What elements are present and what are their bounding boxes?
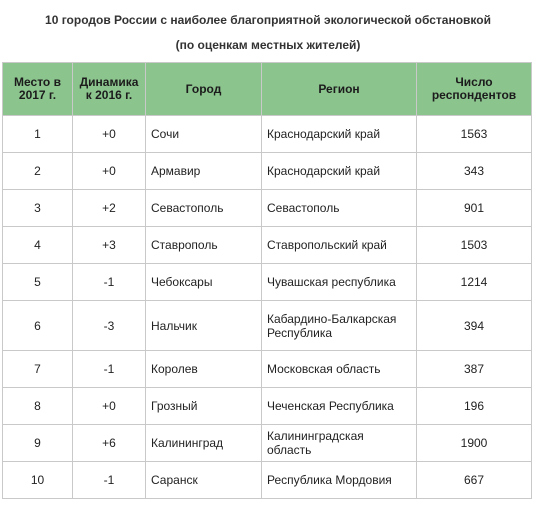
table-row: 9 +6 Калининград Калининградская область… [2,424,532,462]
change-cell: -3 [72,300,146,351]
region-cell: Краснодарский край [261,152,417,190]
place-cell: 8 [2,387,73,425]
city-cell: Королев [145,350,262,388]
table-row: 6 -3 Нальчик Кабардино-Балкарская Респуб… [2,300,532,351]
city-cell: Сочи [145,115,262,153]
change-cell: -1 [72,263,146,301]
respondents-cell: 1503 [416,226,532,264]
place-cell: 3 [2,189,73,227]
table-row: 4 +3 Ставрополь Ставропольский край 1503 [2,226,532,264]
respondents-cell: 1900 [416,424,532,462]
change-cell: -1 [72,461,146,499]
city-cell: Грозный [145,387,262,425]
region-cell: Московская область [261,350,417,388]
city-cell: Армавир [145,152,262,190]
region-cell: Севастополь [261,189,417,227]
respondents-cell: 196 [416,387,532,425]
change-cell: +0 [72,115,146,153]
ranking-table: Место в 2017 г. Динамика к 2016 г. Город… [2,62,532,499]
place-cell: 10 [2,461,73,499]
table-row: 2 +0 Армавир Краснодарский край 343 [2,152,532,190]
column-header-respondents: Число респондентов [416,62,532,116]
region-cell: Калининградская область [261,424,417,462]
region-cell: Чеченская Республика [261,387,417,425]
change-cell: +2 [72,189,146,227]
city-cell: Севастополь [145,189,262,227]
city-cell: Калининград [145,424,262,462]
place-cell: 6 [2,300,73,351]
respondents-cell: 394 [416,300,532,351]
page-subtitle: (по оценкам местных жителей) [175,38,361,52]
place-cell: 2 [2,152,73,190]
change-cell: +3 [72,226,146,264]
respondents-cell: 343 [416,152,532,190]
place-cell: 1 [2,115,73,153]
region-cell: Чувашская республика [261,263,417,301]
respondents-cell: 901 [416,189,532,227]
city-cell: Чебоксары [145,263,262,301]
column-header-city: Город [145,62,262,116]
city-cell: Ставрополь [145,226,262,264]
region-cell: Кабардино-Балкарская Республика [261,300,417,351]
table-row: 8 +0 Грозный Чеченская Республика 196 [2,387,532,425]
region-cell: Ставропольский край [261,226,417,264]
place-cell: 5 [2,263,73,301]
respondents-cell: 667 [416,461,532,499]
column-header-change: Динамика к 2016 г. [72,62,146,116]
region-cell: Республика Мордовия [261,461,417,499]
respondents-cell: 387 [416,350,532,388]
respondents-cell: 1214 [416,263,532,301]
place-cell: 4 [2,226,73,264]
table-row: 7 -1 Королев Московская область 387 [2,350,532,388]
city-cell: Нальчик [145,300,262,351]
change-cell: -1 [72,350,146,388]
table-row: 5 -1 Чебоксары Чувашская республика 1214 [2,263,532,301]
place-cell: 7 [2,350,73,388]
region-cell: Краснодарский край [261,115,417,153]
table-row: 3 +2 Севастополь Севастополь 901 [2,189,532,227]
place-cell: 9 [2,424,73,462]
change-cell: +0 [72,152,146,190]
table-header-row: Место в 2017 г. Динамика к 2016 г. Город… [2,62,532,116]
change-cell: +0 [72,387,146,425]
city-cell: Саранск [145,461,262,499]
column-header-place: Место в 2017 г. [2,62,73,116]
table-row: 10 -1 Саранск Республика Мордовия 667 [2,461,532,499]
change-cell: +6 [72,424,146,462]
page-title: 10 городов России с наиболее благоприятн… [45,13,491,27]
table-row: 1 +0 Сочи Краснодарский край 1563 [2,115,532,153]
respondents-cell: 1563 [416,115,532,153]
column-header-region: Регион [261,62,417,116]
